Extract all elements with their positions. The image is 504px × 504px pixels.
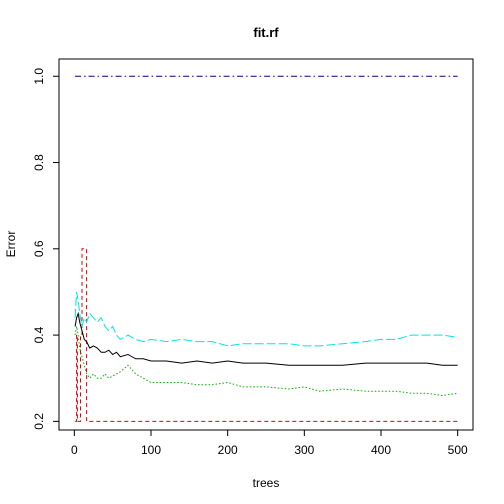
y-tick-label: 1.0 — [32, 68, 46, 85]
y-tick-label: 0.4 — [32, 326, 46, 343]
series-line-4 — [75, 314, 458, 366]
x-tick-label: 100 — [141, 443, 161, 457]
y-axis: 0.2 0.4 0.6 0.8 1.0 — [32, 68, 59, 430]
x-tick-label: 400 — [371, 443, 391, 457]
x-tick-label: 300 — [294, 443, 314, 457]
x-tick-label: 200 — [218, 443, 238, 457]
series-line-2 — [75, 249, 458, 422]
x-axis-label: trees — [253, 476, 280, 490]
y-tick-label: 0.8 — [32, 154, 46, 171]
x-axis: 0 100 200 300 400 500 — [71, 430, 468, 457]
y-axis-label: Error — [4, 231, 18, 258]
y-tick-label: 0.6 — [32, 240, 46, 257]
series-line-5 — [75, 327, 458, 396]
plot-box — [59, 59, 473, 430]
series-line-3 — [75, 292, 458, 346]
series-layer — [75, 76, 458, 421]
y-tick-label: 0.2 — [32, 413, 46, 430]
chart-title: fit.rf — [253, 25, 279, 40]
x-tick-label: 0 — [71, 443, 78, 457]
x-tick-label: 500 — [448, 443, 468, 457]
